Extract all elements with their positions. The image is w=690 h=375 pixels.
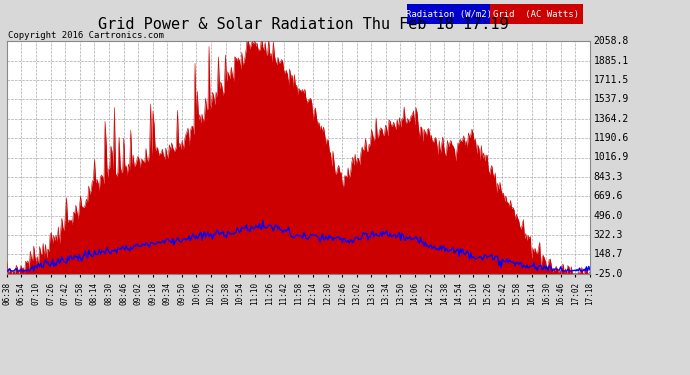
Text: Radiation (W/m2): Radiation (W/m2) <box>406 10 491 18</box>
Text: Grid Power & Solar Radiation Thu Feb 18 17:19: Grid Power & Solar Radiation Thu Feb 18 … <box>98 17 509 32</box>
Text: 1016.9: 1016.9 <box>593 153 629 162</box>
Text: 1364.2: 1364.2 <box>593 114 629 124</box>
Text: Grid  (AC Watts): Grid (AC Watts) <box>493 10 580 18</box>
Text: 1711.5: 1711.5 <box>593 75 629 85</box>
Text: 322.3: 322.3 <box>593 230 623 240</box>
Text: 1190.6: 1190.6 <box>593 133 629 143</box>
Text: Copyright 2016 Cartronics.com: Copyright 2016 Cartronics.com <box>8 30 164 39</box>
Text: 843.3: 843.3 <box>593 172 623 182</box>
Text: 148.7: 148.7 <box>593 249 623 259</box>
Text: 2058.8: 2058.8 <box>593 36 629 46</box>
Text: 669.6: 669.6 <box>593 191 623 201</box>
Text: 1885.1: 1885.1 <box>593 56 629 66</box>
Text: -25.0: -25.0 <box>593 269 623 279</box>
Text: 1537.9: 1537.9 <box>593 94 629 104</box>
Text: 496.0: 496.0 <box>593 211 623 220</box>
